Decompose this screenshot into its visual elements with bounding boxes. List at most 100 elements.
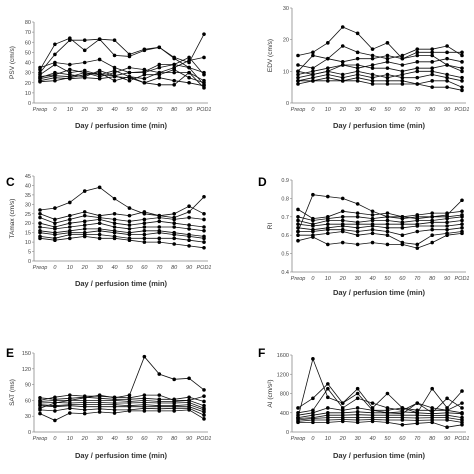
data-point <box>68 406 72 411</box>
data-point <box>82 72 87 77</box>
data-point <box>202 194 206 199</box>
data-point <box>157 230 162 235</box>
series-line <box>298 420 463 428</box>
x-tick-label: 50 <box>126 436 133 442</box>
data-point <box>202 225 206 229</box>
x-tick-label: 40 <box>369 276 376 282</box>
data-point <box>445 224 449 228</box>
x-tick-label: 40 <box>111 436 118 442</box>
data-point <box>82 408 87 412</box>
data-point <box>355 56 360 61</box>
data-point <box>430 79 434 83</box>
data-point <box>326 69 330 74</box>
data-point <box>326 227 330 232</box>
data-point <box>142 221 147 226</box>
x-tick-label: 80 <box>429 107 436 113</box>
data-point <box>340 25 345 29</box>
data-point <box>97 232 102 237</box>
data-point <box>326 72 330 77</box>
data-point <box>340 215 345 219</box>
data-point <box>430 215 434 219</box>
data-point <box>82 210 87 214</box>
data-point <box>112 230 117 235</box>
data-point <box>53 232 57 237</box>
data-point <box>142 232 147 237</box>
y-tick-label: 0 <box>286 430 289 436</box>
data-point <box>142 354 147 359</box>
data-point <box>187 244 191 248</box>
data-point <box>415 401 420 405</box>
y-tick-label: 0 <box>28 430 31 436</box>
x-tick-label: 20 <box>339 436 347 442</box>
data-point <box>202 394 206 398</box>
x-axis-label: Day / perfusion time (min) <box>333 288 426 297</box>
data-point <box>460 50 464 55</box>
x-tick-label: Preop <box>291 436 306 442</box>
data-point <box>370 213 375 217</box>
data-point <box>355 72 360 77</box>
y-tick-label: 30 <box>283 6 289 12</box>
data-point <box>127 404 132 409</box>
x-tick-label: 0 <box>53 265 57 271</box>
x-tick-label: POD1 <box>455 107 470 113</box>
x-axis-label: Day / perfusion time (min) <box>75 451 168 460</box>
data-point <box>53 221 57 226</box>
data-point <box>202 86 206 90</box>
data-point <box>82 395 87 400</box>
x-tick-label: 80 <box>171 107 178 113</box>
y-axis-label: SAT (ms) <box>9 379 16 406</box>
data-point <box>355 406 360 410</box>
data-point <box>430 211 434 215</box>
data-point <box>326 41 330 45</box>
data-point <box>340 218 345 223</box>
data-point <box>355 391 360 396</box>
data-point <box>430 240 434 245</box>
y-tick-label: 80 <box>25 20 31 26</box>
data-point <box>97 217 102 222</box>
data-point <box>355 420 360 425</box>
x-tick-label: Preop <box>33 436 48 442</box>
series-line <box>297 214 463 221</box>
series-line <box>39 64 205 86</box>
data-point <box>68 221 72 226</box>
x-tick-label: 90 <box>186 265 193 271</box>
data-point <box>97 410 102 414</box>
data-point <box>445 211 449 215</box>
data-point <box>68 213 72 218</box>
series-line <box>39 234 205 243</box>
data-point <box>202 388 206 392</box>
series-line <box>39 186 205 219</box>
data-point <box>157 72 162 77</box>
data-point <box>430 53 434 58</box>
data-point <box>311 66 315 70</box>
data-point <box>400 79 405 83</box>
data-point <box>415 47 420 51</box>
data-point <box>157 372 162 376</box>
y-tick-label: 400 <box>280 411 289 417</box>
x-axis-label: Day / perfusion time (min) <box>333 121 426 130</box>
data-point <box>187 58 191 63</box>
data-point <box>142 409 147 413</box>
data-point <box>157 82 162 87</box>
data-point <box>445 233 449 237</box>
x-tick-label: 70 <box>414 107 421 113</box>
data-point <box>355 222 360 226</box>
data-point <box>355 229 360 234</box>
data-point <box>400 422 405 427</box>
data-point <box>296 238 300 243</box>
data-point <box>68 393 72 397</box>
data-point <box>53 52 57 57</box>
x-tick-label: 20 <box>81 265 89 271</box>
data-point <box>38 395 42 400</box>
data-point <box>127 206 132 210</box>
series-line <box>297 70 463 79</box>
y-tick-label: 1200 <box>277 372 289 378</box>
data-point <box>97 37 102 42</box>
data-point <box>202 217 206 222</box>
data-point <box>430 85 434 89</box>
data-point <box>82 213 87 218</box>
y-axis-label: TAmax (cm/s) <box>9 199 16 239</box>
data-point <box>430 50 434 55</box>
data-point <box>430 60 434 64</box>
